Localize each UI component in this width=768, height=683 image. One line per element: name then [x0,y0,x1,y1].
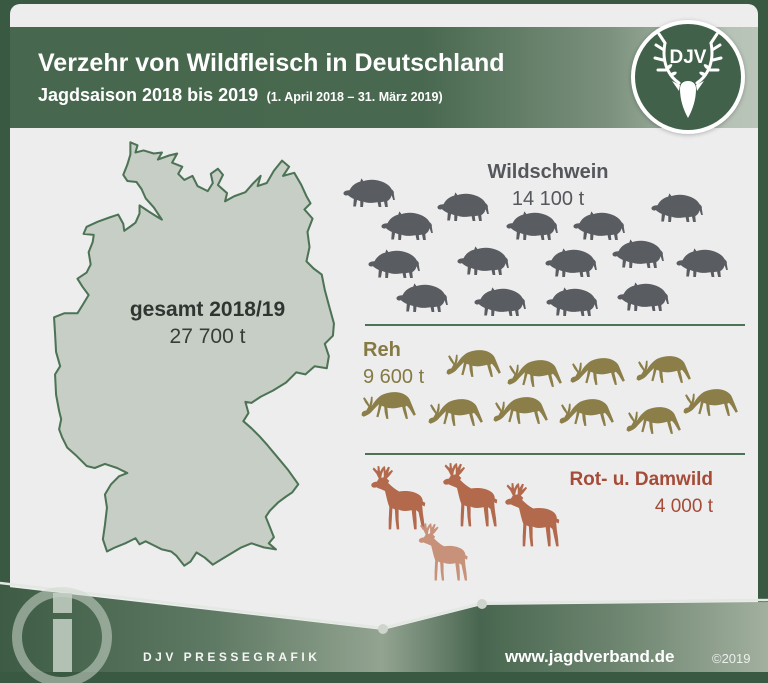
page-title: Verzehr von Wildfleisch in Deutschland [38,49,505,77]
wildschwein-label: Wildschwein [487,161,609,183]
wildschwein-label-block: Wildschwein 14 100 t [440,160,656,211]
divider-reh-rotwild [365,453,745,455]
total-label-block: gesamt 2018/19 27 700 t [95,298,320,349]
logo-text: DJV [670,47,707,68]
page-subtitle: Jagdsaison 2018 bis 2019 (1. April 2018 … [38,85,443,106]
footer-shape [0,586,768,672]
wildschwein-value: 14 100 t [511,188,585,210]
footer-band [0,581,768,683]
footer-credit: DJV PRESSEGRAFIK [143,650,321,664]
divider-wildschwein-reh [365,324,745,326]
rotwild-label: Rot- u. Damwild [569,469,713,490]
footer-copyright: ©2019 [712,651,751,666]
rotwild-label-block: Rot- u. Damwild 4 000 t [530,469,713,519]
germany-map [53,141,335,567]
joint-dot [378,624,388,634]
subtitle-season: Jagdsaison 2018 bis 2019 [38,85,259,105]
reh-label-block: Reh 9 600 t [363,338,424,389]
info-icon [12,587,112,683]
subtitle-date-range: (1. April 2018 – 31. März 2019) [266,90,443,104]
footer-edge-highlight [0,581,768,630]
footer-website: www.jagdverband.de [505,647,675,666]
total-value: 27 700 t [169,325,246,348]
antlers-deer-icon: DJV [653,32,723,118]
reh-label: Reh [363,339,401,361]
reh-value: 9 600 t [363,366,425,388]
rotwild-value: 4 000 t [654,495,713,517]
total-label: gesamt 2018/19 [129,298,286,321]
djv-logo: DJV [631,20,745,134]
joint-dot [477,599,487,609]
